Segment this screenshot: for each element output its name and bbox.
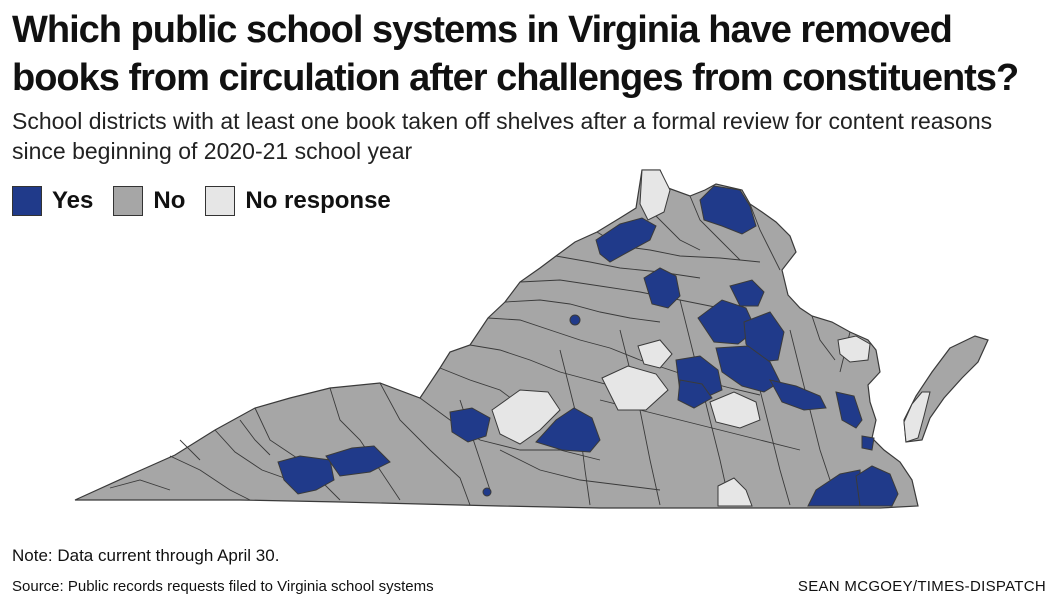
- virginia-map: [74, 169, 989, 509]
- district-yes-harrisonburg: [569, 314, 581, 326]
- district-no-response-northumberland: [837, 335, 871, 363]
- legend-label-no-response: No response: [245, 187, 391, 214]
- district-yes-henrico: [769, 379, 827, 411]
- district-no-response-botetourt: [491, 389, 561, 445]
- district-yes-rappahannock: [643, 267, 681, 309]
- district-yes-cumberland: [677, 379, 713, 409]
- district-yes-suffolk: [807, 469, 863, 507]
- district-yes-stafford: [729, 279, 765, 307]
- legend-swatch-no: [113, 186, 144, 216]
- legend-item-no: No: [113, 186, 185, 216]
- district-yes-washington: [277, 455, 335, 495]
- legend-label-yes: Yes: [52, 187, 94, 214]
- legend: Yes No No response: [12, 184, 411, 218]
- legend-label-no: No: [153, 187, 186, 214]
- source-text: Source: Public records requests filed to…: [12, 578, 434, 595]
- district-northampton-no-response: [903, 391, 931, 443]
- district-yes-chesapeake: [855, 465, 899, 507]
- chart-subtitle: School districts with at least one book …: [12, 108, 993, 164]
- district-no-response-buckingham: [601, 365, 669, 411]
- district-yes-galax: [482, 487, 492, 497]
- district-no-response-nottoway: [709, 391, 761, 429]
- note-text: Note: Data current through April 30.: [12, 546, 280, 565]
- district-no-response-brunswick: [717, 477, 753, 507]
- legend-swatch-no-response: [205, 186, 236, 216]
- state-base: [74, 169, 919, 509]
- credit-text: SEAN MCGOEY/TIMES-DISPATCH: [797, 578, 1046, 595]
- district-yes-hampton: [861, 435, 875, 451]
- legend-item-yes: Yes: [12, 186, 93, 216]
- district-yes-hanover: [715, 345, 781, 393]
- district-yes-roanoke: [449, 407, 491, 443]
- district-no-response-fluvanna: [637, 339, 673, 369]
- district-yes-loudoun: [699, 185, 757, 235]
- chart-title: Which public school systems in Virginia …: [12, 9, 1019, 99]
- district-yes-gloucester: [835, 391, 863, 429]
- legend-item-no-response: No response: [205, 186, 391, 216]
- legend-swatch-yes: [12, 186, 42, 216]
- district-yes-caroline: [743, 311, 785, 363]
- yes-districts: [277, 185, 899, 507]
- district-yes-franklin: [535, 407, 601, 453]
- no-response-districts: [491, 169, 871, 507]
- district-yes-frederick: [595, 217, 657, 263]
- district-yes-smyth: [325, 445, 391, 477]
- eastern-shore: [903, 335, 989, 443]
- district-no-response-clarke: [639, 169, 671, 221]
